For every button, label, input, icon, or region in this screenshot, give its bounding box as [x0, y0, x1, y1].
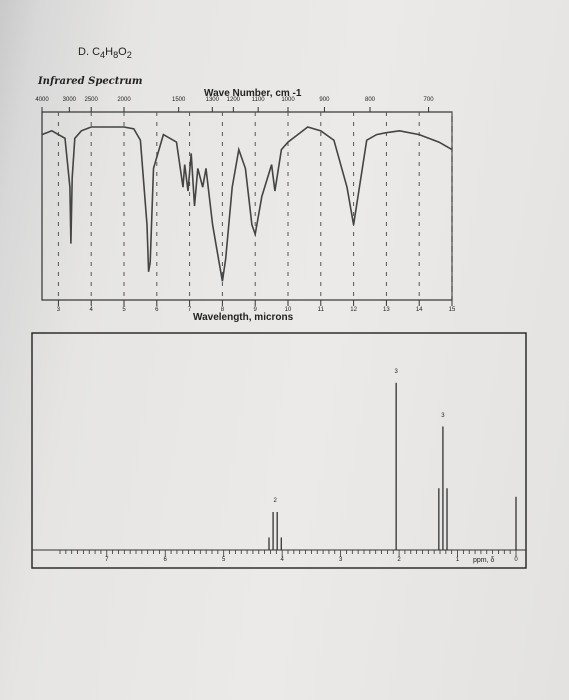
ir-top-axis-label: Wave Number, cm -1: [204, 88, 302, 99]
ir-top-tick-label: 2000: [117, 97, 131, 103]
ir-top-tick-label: 4000: [35, 97, 49, 103]
nmr-tick-label: 2: [397, 557, 401, 563]
ir-top-tick-label: 2500: [84, 97, 98, 103]
ir-bottom-tick-label: 5: [122, 307, 126, 313]
nmr-tick-label: 5: [222, 557, 226, 563]
ir-bottom-axis-label: Wavelength, microns: [193, 312, 294, 323]
ir-bottom-tick-label: 14: [415, 307, 423, 313]
ir-bottom-tick-label: 7: [187, 307, 192, 313]
molecular-formula: C4H8O2: [92, 46, 132, 61]
nmr-integration-label: 2: [273, 498, 277, 504]
ir-top-tick-label: 3000: [62, 97, 77, 103]
nmr-frame: [31, 332, 527, 569]
nmr-integration-label: 3: [441, 412, 445, 419]
ir-top-tick-label: 800: [364, 97, 376, 103]
ir-bottom-tick-label: 6: [155, 307, 159, 313]
ir-bottom-tick-label: 3: [56, 307, 61, 313]
ir-bottom-tick-label: 9: [253, 307, 257, 313]
ir-top-tick-label: 900: [319, 97, 330, 103]
ir-top-tick-label: 700: [423, 97, 434, 103]
ir-bottom-tick-label: 8: [220, 307, 225, 313]
ir-top-tick-label: 1500: [171, 97, 186, 103]
ir-bottom-tick-label: 15: [448, 307, 456, 313]
nmr-minor-ticks: [59, 550, 517, 557]
nmr-tick-label: 4: [280, 557, 284, 563]
nmr-tick-label: 3: [338, 557, 343, 563]
nmr-tick-label: 0: [514, 557, 518, 563]
nmr-peaks: [268, 382, 517, 550]
ir-bottom-tick-label: 10: [284, 307, 292, 313]
nmr-axis-label: ppm, δ: [473, 557, 495, 564]
ir-bottom-tick-label: 12: [350, 307, 357, 313]
nmr-tick-label: 7: [105, 557, 109, 563]
nmr-tick-label: 6: [163, 557, 167, 563]
ir-spectrum-line: [41, 126, 453, 282]
problem-label: D.: [78, 46, 89, 58]
ir-top-tick-label: 1100: [251, 97, 265, 103]
ir-top-tick-label: 1200: [226, 97, 241, 103]
ir-top-tick-label: 1300: [205, 97, 219, 103]
ir-bottom-tick-label: 11: [317, 307, 324, 313]
nmr-tick-label: 1: [455, 557, 460, 563]
ir-bottom-tick-label: 4: [89, 307, 93, 313]
ir-bottom-tick-label: 13: [383, 307, 390, 313]
problem-heading: D. C4H8O2: [78, 46, 132, 60]
nmr-integration-label: 3: [394, 368, 398, 375]
ir-top-tick-label: 1000: [281, 97, 295, 103]
ir-frame: [41, 111, 453, 301]
ir-title: Infrared Spectrum: [38, 76, 143, 87]
ir-gridlines: [41, 107, 453, 306]
